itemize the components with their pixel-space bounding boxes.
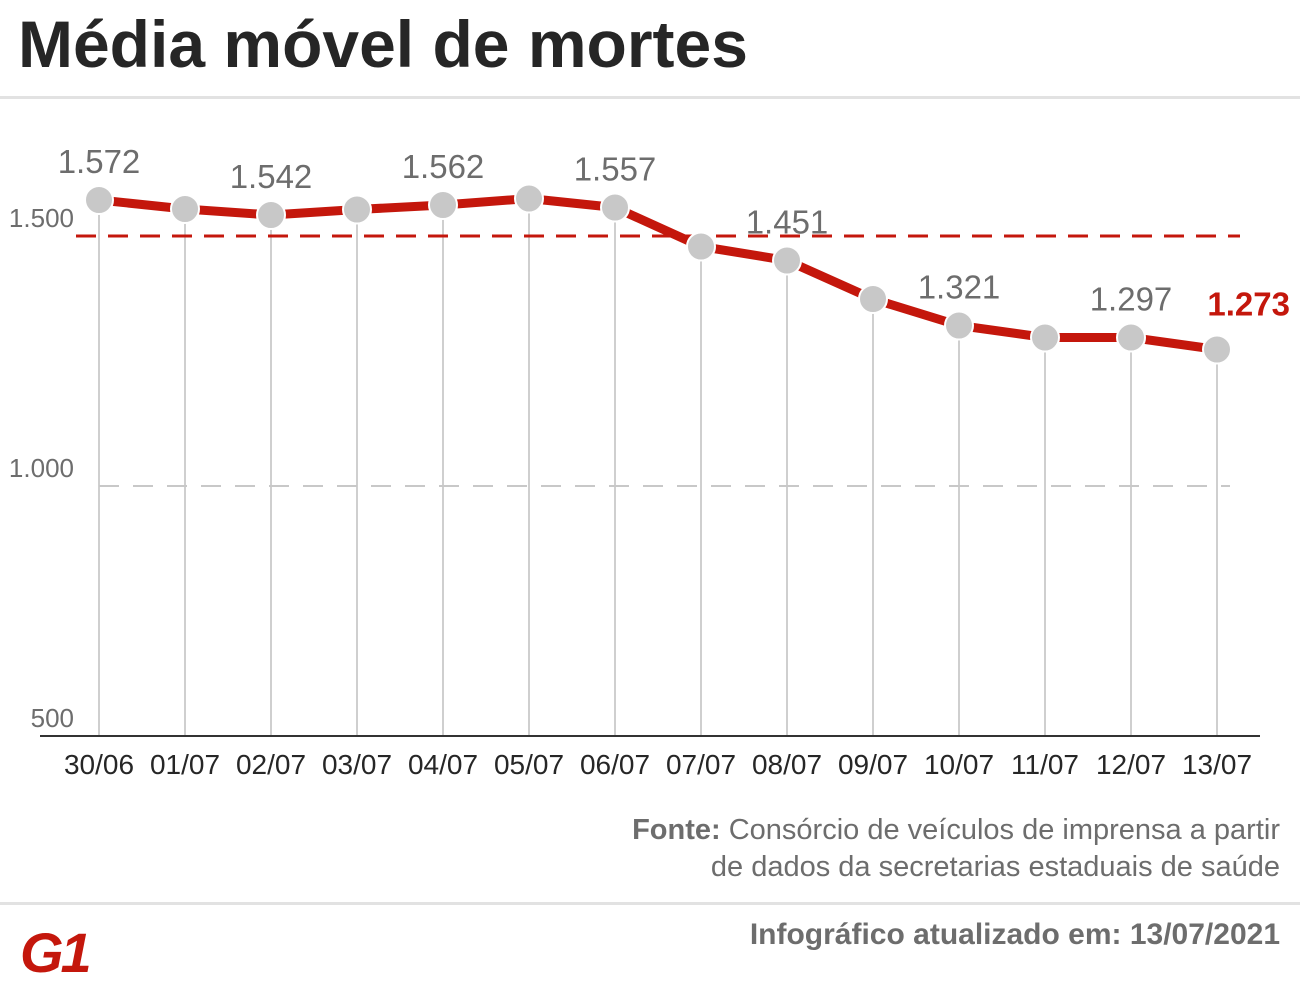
data-point: [600, 192, 630, 223]
x-tick-label: 04/07: [408, 749, 478, 780]
data-point: [1116, 322, 1146, 353]
x-tick-label: 03/07: [322, 749, 392, 780]
y-tick-label: 500: [31, 703, 74, 733]
updated-note: Infográfico atualizado em: 13/07/2021: [749, 918, 1280, 951]
title-divider: [0, 96, 1300, 99]
data-label: 1.451: [746, 204, 829, 241]
data-label: 1.557: [574, 151, 657, 188]
data-label: 1.542: [230, 158, 313, 195]
data-point: [1030, 322, 1060, 353]
data-label: 1.562: [402, 148, 485, 185]
data-point: [772, 245, 802, 276]
x-tick-label: 13/07: [1182, 749, 1252, 780]
data-point: [428, 190, 458, 220]
svg-text:G1: G1: [20, 926, 90, 976]
x-tick-label: 06/07: [580, 749, 650, 780]
data-point: [342, 194, 372, 225]
source-label: Fonte:: [632, 814, 721, 846]
source-line-1: Consórcio de veículos de imprensa a part…: [728, 814, 1280, 846]
x-tick-label: 07/07: [666, 749, 736, 780]
data-point: [1202, 334, 1232, 365]
source-line-2: de dados da secretarias estaduais de saú…: [710, 851, 1280, 883]
data-point: [858, 284, 888, 314]
x-tick-label: 09/07: [838, 749, 908, 780]
y-tick-label: 1.000: [9, 453, 74, 483]
data-point: [944, 310, 974, 341]
data-point: [686, 231, 716, 262]
x-tick-label: 01/07: [150, 749, 220, 780]
chart-title: Média móvel de mortes: [18, 7, 748, 81]
y-tick-label: 1.500: [9, 203, 74, 233]
line-chart: 500 1.000 1.500 30/06 01/07 02/07 03/07 04/07 05…: [9, 143, 1290, 780]
data-label: 1.273: [1207, 286, 1290, 323]
x-tick-label: 11/07: [1011, 749, 1079, 780]
data-label: 1.297: [1090, 281, 1173, 318]
x-tick-label: 30/06: [64, 749, 134, 780]
data-point: [256, 200, 286, 230]
g1-logo: G1: [20, 926, 93, 976]
x-tick-label: 05/07: [494, 749, 564, 780]
data-label: 1.321: [918, 269, 1001, 306]
data-point: [514, 183, 544, 214]
data-point: [84, 185, 114, 215]
x-tick-label: 12/07: [1096, 749, 1166, 780]
x-tick-label: 08/07: [752, 749, 822, 780]
x-tick-label: 10/07: [924, 749, 994, 780]
x-tick-label: 02/07: [236, 749, 306, 780]
footer-divider: [0, 902, 1300, 905]
source-note: Fonte: Consórcio de veículos de imprensa…: [380, 812, 1280, 886]
data-label: 1.572: [58, 143, 141, 180]
data-point: [170, 194, 200, 224]
